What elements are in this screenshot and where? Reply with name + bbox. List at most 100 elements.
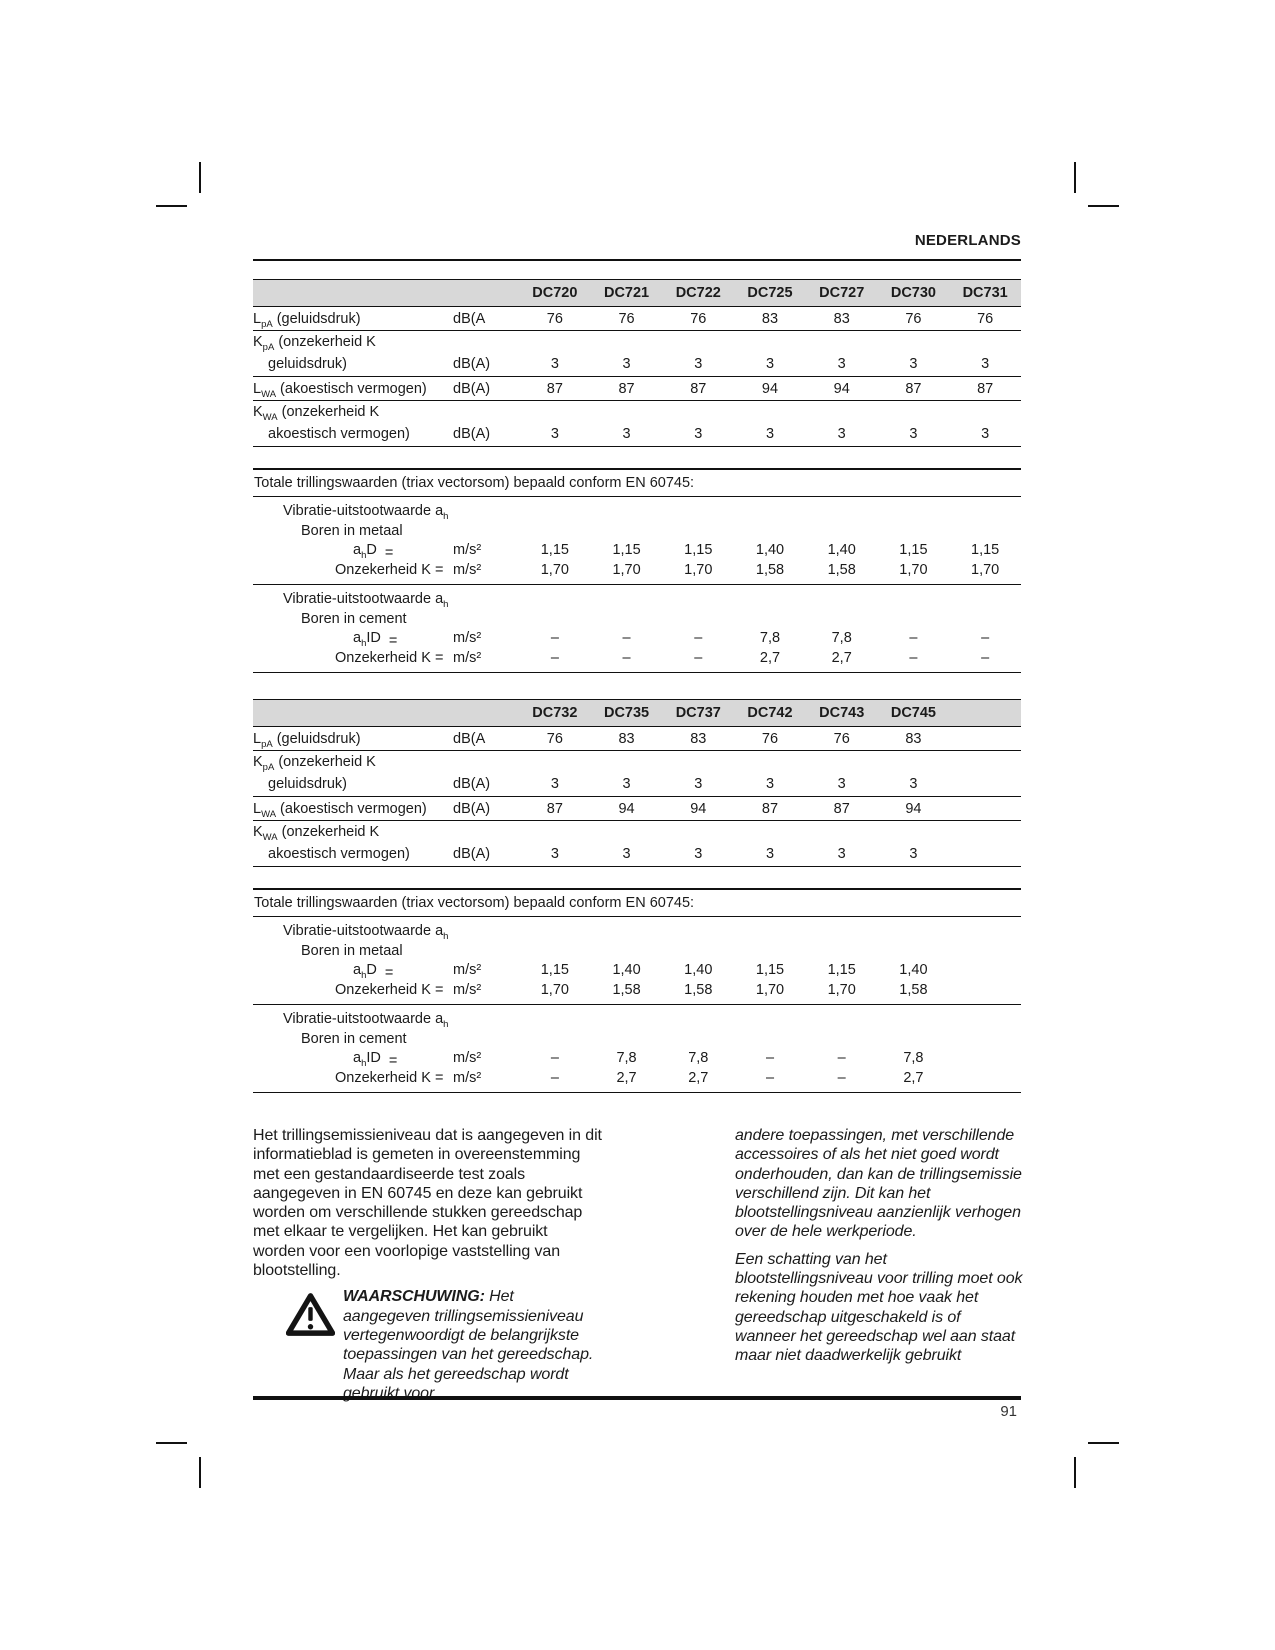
unit-cell: dB(A (453, 730, 486, 747)
warning-label: WAARSCHUWING: (343, 1288, 485, 1306)
value-cell: 1,40 (684, 962, 713, 978)
table-row: ahID = m/s² – 7,8 7,8 – – 7,8 (253, 1048, 1021, 1069)
model-header-row: DC720 DC721 DC722 DC725 DC727 DC730 DC731 (253, 279, 1021, 307)
table-row: KpA (onzekerheid K geluidsdruk) dB(A) 3 3… (253, 331, 1021, 377)
table-row: LpA (geluidsdruk) dB(A 76 76 76 83 83 76 76 (253, 307, 1021, 331)
row-value-line: akoestisch vermogen) dB(A) 3 3 3 3 3 3 3 (253, 423, 1021, 445)
value-cell: 76 (761, 730, 779, 747)
value-cell: 3 (837, 776, 846, 792)
value-cell: 3 (765, 846, 775, 862)
value-cell: 3 (765, 426, 775, 442)
value-cell: 7,8 (759, 630, 781, 646)
table-row: KWA (onzekerheid K akoestisch vermogen) … (253, 401, 1021, 447)
value-cell: 76 (905, 310, 922, 327)
crop-mark (1088, 1442, 1119, 1444)
model-header: DC721 (603, 285, 650, 301)
value-cell: – (694, 650, 703, 666)
value-cell: 1,58 (899, 982, 928, 998)
body-paragraph-right-1: andere toepassingen, met verschillende a… (735, 1127, 1022, 1241)
value-cell: 3 (837, 426, 846, 442)
unit-cell: m/s² (453, 630, 482, 646)
model-header: DC722 (675, 285, 721, 301)
value-cell: 87 (977, 380, 994, 397)
value-cell: 87 (761, 800, 779, 817)
row-label: KpA (onzekerheid K (253, 334, 376, 353)
value-cell: – (550, 1070, 559, 1086)
value-cell: 3 (622, 356, 631, 372)
value-cell: 2,7 (903, 1070, 924, 1086)
value-cell: – (694, 630, 703, 646)
value-cell: 94 (618, 800, 635, 817)
crop-mark (199, 162, 201, 193)
value-cell: – (981, 630, 990, 646)
unit-cell: m/s² (453, 962, 482, 978)
row-label-line: KpA (onzekerheid K (253, 331, 1021, 353)
vibration-group: Vibratie-uitstootwaarde ah Boren in meta… (253, 503, 1021, 585)
value-cell: – (765, 1070, 775, 1086)
model-header: DC743 (819, 705, 865, 721)
crop-mark (199, 1457, 201, 1488)
value-cell: 1,58 (827, 562, 856, 578)
row-label: LWA (akoestisch vermogen) (253, 800, 427, 820)
value-cell: 94 (690, 800, 707, 817)
value-cell: 3 (550, 846, 559, 862)
value-cell: 3 (694, 426, 703, 442)
vibration-heading: Vibratie-uitstootwaarde ah (283, 503, 449, 522)
value-cell: 7,8 (688, 1050, 709, 1066)
body-paragraph-right-2: Een schatting van het blootstellingsnive… (735, 1250, 1023, 1365)
row-label: KpA (onzekerheid K (253, 754, 376, 773)
table-row: ahD = m/s² 1,15 1,40 1,40 1,15 1,15 1,40 (253, 960, 1021, 981)
value-cell: 3 (981, 356, 990, 372)
value-cell: 94 (833, 380, 850, 397)
crop-mark (156, 1442, 187, 1444)
vibration-title: Totale trillingswaarden (triax vectorsom… (253, 470, 1021, 497)
row-label: ahD = (353, 962, 394, 981)
warning-paragraph: WAARSCHUWING: Het aangegeven trillingsem… (343, 1288, 594, 1402)
table-row: Onzekerheid K = m/s² – 2,7 2,7 – – 2,7 (253, 1068, 1021, 1088)
value-cell: 2,7 (616, 1070, 637, 1086)
model-header: DC727 (819, 285, 865, 301)
value-cell: 3 (909, 776, 918, 792)
table-row: KWA (onzekerheid K akoestisch vermogen) … (253, 821, 1021, 867)
vibration-heading: Vibratie-uitstootwaarde ah (283, 923, 449, 942)
value-cell: – (622, 650, 631, 666)
model-header: DC742 (747, 705, 793, 721)
vibration-subheading: Boren in metaal (301, 943, 403, 959)
row-label: Onzekerheid K = (335, 982, 444, 998)
model-header: DC731 (962, 285, 1008, 301)
value-cell: 1,70 (684, 562, 713, 578)
warning-icon-box (253, 1287, 343, 1403)
row-label: ahID = (353, 630, 398, 649)
main-content: NEDERLANDS DC720 DC721 DC722 DC725 DC727 DC73… (253, 232, 1021, 1093)
row-label-continued: akoestisch vermogen) (268, 846, 410, 862)
row-label: KWA (onzekerheid K (253, 824, 380, 843)
row-label: ahID = (353, 1050, 398, 1069)
vibration-group: Vibratie-uitstootwaarde ah Boren in meta… (253, 923, 1021, 1005)
value-cell: 2,7 (688, 1070, 709, 1086)
row-label-continued: geluidsdruk) (268, 776, 347, 792)
unit-cell: dB(A) (453, 800, 491, 817)
model-header: DC730 (890, 285, 936, 301)
value-cell: 87 (690, 380, 707, 397)
value-cell: 76 (977, 310, 994, 327)
unit-cell: dB(A) (453, 426, 491, 442)
model-header: DC720 (532, 285, 578, 301)
left-column: Het trillingsemissieniveau dat is aangeg… (253, 1126, 603, 1403)
value-cell: – (909, 650, 918, 666)
value-cell: 1,70 (827, 982, 856, 998)
model-header: DC735 (603, 705, 650, 721)
value-cell: 3 (550, 426, 559, 442)
value-cell: 7,8 (831, 630, 852, 646)
value-cell: 3 (550, 776, 559, 792)
value-cell: 1,15 (899, 542, 928, 558)
value-cell: 83 (905, 730, 922, 747)
unit-cell: dB(A) (453, 380, 491, 397)
value-cell: – (765, 1050, 775, 1066)
value-cell: 1,58 (755, 562, 785, 578)
value-cell: 3 (909, 356, 918, 372)
value-cell: 83 (618, 730, 635, 747)
value-cell: 76 (690, 310, 707, 327)
vibration-group: Vibratie-uitstootwaarde ah Boren in ceme… (253, 591, 1021, 673)
value-cell: 3 (765, 356, 775, 372)
